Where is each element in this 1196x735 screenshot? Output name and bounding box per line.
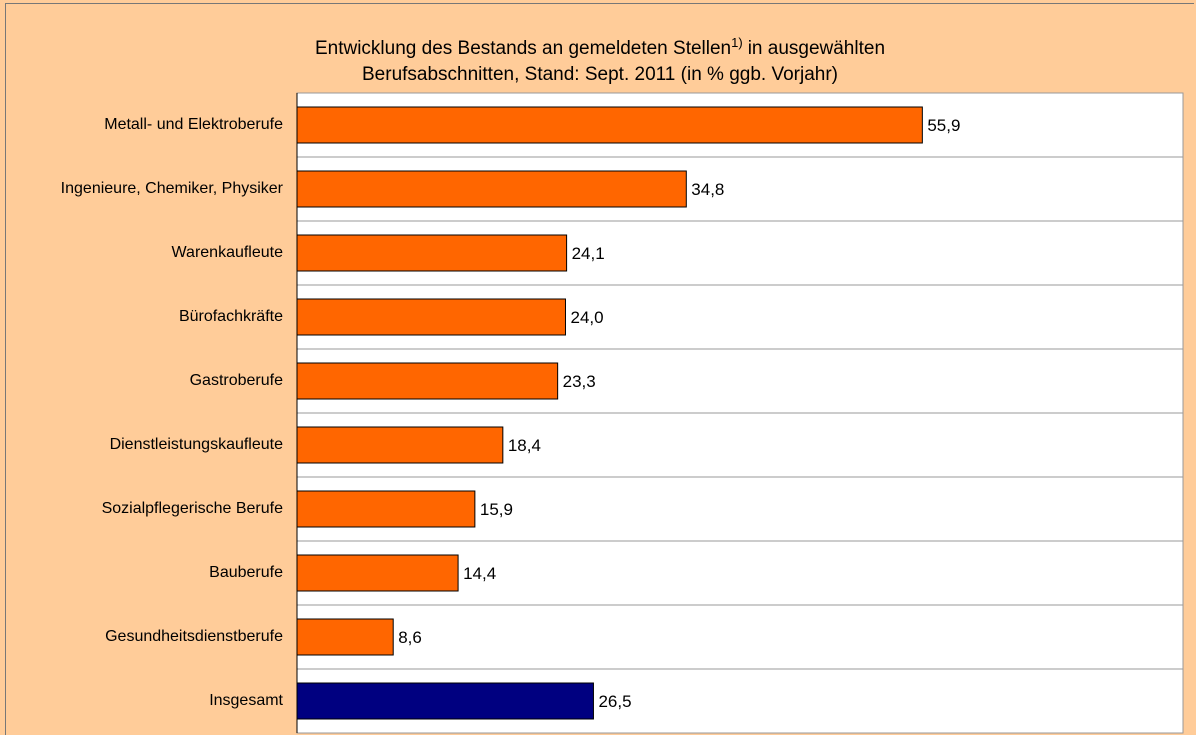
value-label: 26,5 [598, 692, 631, 711]
category-label-box: Gastroberufe [20, 349, 283, 413]
chart-title: Berufsabschnitten, Stand: Sept. 2011 (in… [362, 64, 838, 85]
category-label-box: Insgesamt [20, 669, 283, 733]
category-label-box: Dienstleistungskaufleute [20, 413, 283, 477]
value-label: 23,3 [563, 372, 596, 391]
title-text: Entwicklung des Bestands an gemeldeten S… [315, 38, 731, 59]
category-label: Metall- und Elektroberufe [104, 116, 283, 133]
title-footnote: 1) [731, 35, 743, 50]
bar [296, 682, 594, 720]
category-label-box: Bürofachkräfte [20, 285, 283, 349]
category-label: Bürofachkräfte [178, 308, 283, 325]
category-label-box: Bauberufe [20, 541, 283, 605]
chart-title: Entwicklung des Bestands an gemeldeten S… [315, 35, 885, 59]
value-label: 15,9 [480, 500, 513, 519]
category-label: Dienstleistungskaufleute [109, 436, 283, 453]
category-label-box: Sozialpflegerische Berufe [20, 477, 283, 541]
value-label: 34,8 [691, 180, 724, 199]
category-label-box: Gesundheitsdienstberufe [20, 605, 283, 669]
category-label: Bauberufe [209, 564, 283, 581]
value-label: 24,0 [570, 308, 603, 327]
frame [5, 3, 1194, 735]
bar [296, 170, 687, 208]
bar [296, 298, 566, 336]
value-label: 55,9 [927, 116, 960, 135]
category-label: Gastroberufe [189, 372, 283, 389]
category-label: Warenkaufleute [171, 244, 283, 261]
value-label: 24,1 [572, 244, 605, 263]
bar [296, 618, 394, 656]
value-label: 18,4 [508, 436, 541, 455]
category-label: Ingenieure, Chemiker, Physiker [60, 180, 283, 197]
bar [296, 362, 559, 400]
category-label: Gesundheitsdienstberufe [105, 628, 283, 645]
category-label: Sozialpflegerische Berufe [101, 500, 283, 517]
category-label-box: Metall- und Elektroberufe [20, 93, 283, 157]
bar [296, 554, 459, 592]
category-label-box: Ingenieure, Chemiker, Physiker [20, 157, 283, 221]
bar [296, 234, 568, 272]
bar [296, 426, 504, 464]
category-label-box: Warenkaufleute [20, 221, 283, 285]
bar [296, 106, 923, 144]
title-text: in ausgewählten [748, 38, 885, 59]
category-label: Insgesamt [209, 692, 283, 709]
bar [296, 490, 476, 528]
value-label: 14,4 [463, 564, 496, 583]
value-label: 8,6 [398, 628, 422, 647]
